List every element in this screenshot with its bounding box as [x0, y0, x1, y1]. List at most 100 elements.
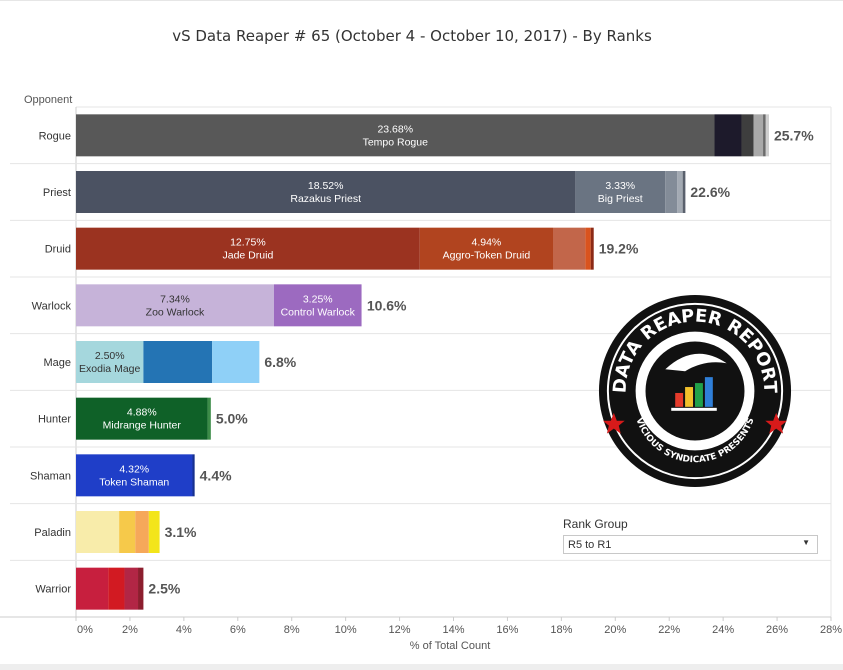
bar-segment[interactable] — [763, 114, 766, 157]
bar-segment[interactable] — [76, 567, 109, 610]
bar-segment[interactable] — [207, 397, 211, 440]
bar-segment[interactable] — [714, 114, 742, 157]
row-druid: Druid 12.75%Jade Druid 4.94%Aggro-Token Dr… — [45, 227, 639, 270]
data-label: 12.75% — [230, 237, 266, 249]
row-total-label: 22.6% — [690, 184, 730, 200]
row-total-label: 6.8% — [264, 354, 296, 370]
scythe-icon — [665, 353, 727, 372]
data-label: 4.88% — [127, 407, 157, 419]
bar-segment[interactable] — [76, 341, 144, 383]
row-total-label: 10.6% — [367, 297, 407, 313]
x-tick-label: 2% — [122, 624, 138, 636]
chart-title: vS Data Reaper # 65 (October 4 - October… — [172, 27, 652, 45]
bar-segment[interactable] — [143, 341, 213, 383]
bar-segment[interactable] — [76, 114, 715, 157]
top-border — [0, 0, 843, 1]
row-label: Priest — [43, 187, 71, 199]
archetype-label: Zoo Warlock — [146, 306, 205, 318]
bar-segment[interactable] — [682, 171, 686, 213]
bar-segment[interactable] — [273, 284, 362, 327]
bar-segment[interactable] — [76, 454, 193, 497]
bar-icon — [704, 377, 713, 407]
row-mage: Mage 2.50%Exodia Mage 6.8% — [43, 341, 297, 383]
rank-group-select[interactable]: R5 to R1 ▼ — [563, 535, 818, 554]
bar-segment[interactable] — [138, 567, 144, 610]
data-label: 4.32% — [119, 463, 149, 475]
x-tick-label: 10% — [335, 624, 357, 636]
row-total-label: 25.7% — [774, 127, 814, 143]
archetype-label: Big Priest — [598, 193, 643, 205]
row-paladin: Paladin 3.1% — [34, 511, 197, 553]
bar-segment[interactable] — [753, 114, 764, 157]
row-label: Shaman — [30, 470, 71, 482]
bar-segment[interactable] — [590, 227, 594, 270]
x-tick-label: 24% — [712, 624, 734, 636]
row-label: Warlock — [32, 300, 72, 312]
data-label: 3.33% — [605, 180, 635, 192]
x-tick-label: 14% — [442, 624, 464, 636]
bar-segment[interactable] — [419, 227, 553, 270]
bar-segment[interactable] — [76, 397, 208, 440]
row-total-label: 3.1% — [165, 524, 197, 540]
bottom-border — [0, 664, 843, 670]
row-rogue: Rogue 23.68%Tempo Rogue 25.7% — [39, 114, 814, 157]
row-label: Warrior — [35, 584, 71, 596]
bar-segment[interactable] — [76, 171, 576, 213]
bar-segment[interactable] — [552, 227, 586, 270]
bar-segment[interactable] — [212, 341, 260, 383]
bar-icon — [695, 383, 703, 407]
bar-segment[interactable] — [575, 171, 666, 213]
archetype-label: Razakus Priest — [290, 193, 361, 205]
x-tick-label: 16% — [496, 624, 518, 636]
row-priest: Priest 18.52%Razakus Priest 3.33%Big Pries… — [43, 171, 731, 213]
bar-icon — [675, 392, 684, 407]
bar-segment[interactable] — [741, 114, 754, 157]
row-warrior: Warrior 2.5% — [35, 567, 181, 610]
x-tick-label: 4% — [176, 624, 192, 636]
rank-group-label: Rank Group — [563, 517, 628, 531]
bar-segment[interactable] — [585, 227, 591, 270]
x-tick-label: 28% — [820, 624, 842, 636]
rank-group-value: R5 to R1 — [568, 539, 612, 551]
row-label: Druid — [45, 244, 71, 256]
x-tick-label: 12% — [389, 624, 411, 636]
archetype-label: Aggro-Token Druid — [443, 250, 531, 262]
x-tick-label: 6% — [230, 624, 246, 636]
bar-segment[interactable] — [192, 454, 195, 497]
bar-segment[interactable] — [665, 171, 678, 213]
archetype-label: Token Shaman — [99, 476, 169, 488]
data-label: 3.25% — [303, 293, 333, 305]
archetype-label: Control Warlock — [281, 306, 356, 318]
bar-segment[interactable] — [765, 114, 769, 157]
x-tick-label: 8% — [284, 624, 300, 636]
bar-icon — [685, 387, 694, 407]
x-axis-title: % of Total Count — [410, 640, 491, 652]
star-icon — [602, 412, 625, 434]
bar-segment[interactable] — [76, 511, 120, 553]
data-reaper-logo: DATA REAPER REPORT VICIOUS SYNDICATE PRE… — [598, 294, 792, 488]
bar-segment[interactable] — [124, 567, 139, 610]
archetype-label: Jade Druid — [223, 250, 274, 262]
bar-segment[interactable] — [135, 511, 149, 553]
x-tick-label: 0% — [77, 624, 93, 636]
x-tick-label: 22% — [658, 624, 680, 636]
bar-segment[interactable] — [148, 511, 160, 553]
row-label: Paladin — [34, 527, 71, 539]
archetype-label: Tempo Rogue — [363, 136, 429, 148]
archetype-label: Exodia Mage — [79, 363, 140, 375]
data-label: 7.34% — [160, 293, 190, 305]
bar-segment[interactable] — [76, 227, 420, 270]
row-label: Hunter — [38, 414, 71, 426]
data-label: 18.52% — [308, 180, 344, 192]
bar-segment[interactable] — [76, 284, 274, 327]
y-axis-title: Opponent — [24, 94, 72, 106]
bar-segment[interactable] — [108, 567, 125, 610]
data-label: 23.68% — [377, 123, 413, 135]
star-icon — [765, 412, 788, 434]
row-warlock: Warlock 7.34%Zoo Warlock 3.25%Control Warl… — [32, 284, 407, 327]
x-tick-label: 20% — [604, 624, 626, 636]
bar-segment[interactable] — [677, 171, 683, 213]
row-total-label: 4.4% — [200, 467, 232, 483]
bar-segment[interactable] — [119, 511, 136, 553]
